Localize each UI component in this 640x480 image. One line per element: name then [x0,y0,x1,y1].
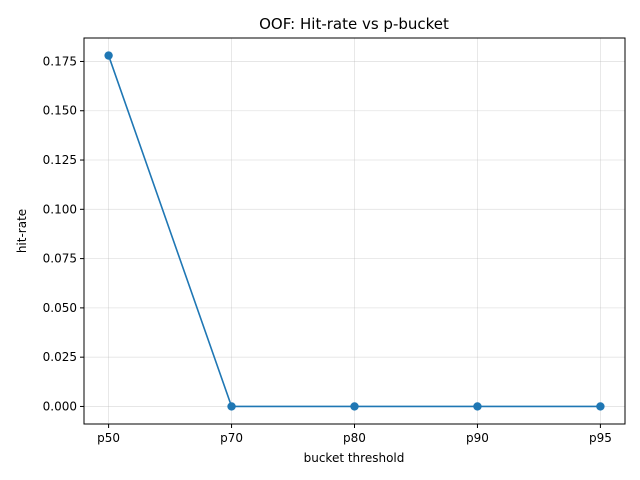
y-axis: 0.000 0.025 0.050 0.075 0.100 0.125 0.150 0.175 [43,54,84,413]
series-group [104,51,605,411]
y-tick-label: 0.075 [43,252,77,266]
y-tick-label: 0.050 [43,301,77,315]
y-axis-label: hit-rate [15,209,29,253]
data-point [104,51,113,60]
chart-title: OOF: Hit-rate vs p-bucket [259,15,449,33]
y-tick-label: 0.000 [43,399,77,413]
data-point [350,402,359,411]
y-tick-label: 0.175 [43,54,77,68]
data-point [596,402,605,411]
x-tick-label: p80 [343,431,366,445]
data-point [473,402,482,411]
x-tick-label: p90 [466,431,489,445]
grid-lines [84,38,625,424]
x-axis: p50 p70 p80 p90 p95 [97,424,612,445]
x-tick-label: p50 [97,431,120,445]
y-tick-label: 0.025 [43,350,77,364]
x-tick-label: p70 [220,431,243,445]
data-point [227,402,236,411]
x-tick-label: p95 [589,431,612,445]
y-tick-label: 0.100 [43,202,77,216]
y-tick-label: 0.150 [43,104,77,118]
x-axis-label: bucket threshold [304,451,405,465]
y-tick-label: 0.125 [43,153,77,167]
